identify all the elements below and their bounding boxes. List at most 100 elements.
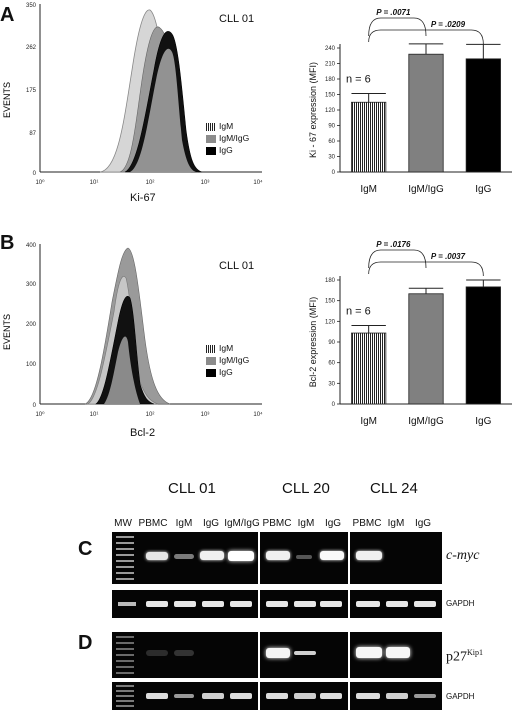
bcl2-y-axis-label: EVENTS [2, 314, 12, 350]
bcl2-x-tick: 10² [146, 412, 155, 418]
bar [465, 58, 501, 173]
band [414, 694, 436, 698]
band [266, 551, 290, 560]
bcl2-x-tick: 10⁰ [35, 411, 45, 418]
legend-item-igm-igg: IgM/IgG [206, 132, 249, 144]
lane-label-igm: IgM [297, 518, 315, 529]
band [146, 693, 168, 699]
y-tick-label: 60 [328, 361, 335, 367]
lane-label-pbmc: PBMC [138, 518, 168, 529]
bcl2-bar-chart: 0 30 60 90 120 150 180 Bcl-2 expression (MFI) Ig… [308, 240, 512, 427]
panel-d-letter: D [78, 632, 93, 654]
band [174, 554, 194, 559]
y-tick-label: 60 [328, 139, 335, 145]
bar [351, 332, 387, 405]
legend-item-igm: IgM [206, 342, 249, 354]
bcl2-y-tick: 0 [33, 403, 37, 409]
ki67-y-tick: 262 [26, 45, 37, 51]
significance-bracket [368, 261, 484, 277]
gel-p27-cll24 [350, 632, 442, 678]
ki67-y-tick: 87 [29, 131, 36, 137]
y-axis-label: Ki - 67 expression (MFI) [308, 62, 318, 158]
y-tick-label: 120 [325, 319, 336, 325]
gel-p27-cll01 [112, 632, 258, 678]
bcl2-sample-label: CLL 01 [219, 260, 255, 272]
legend-swatch-gray [206, 356, 216, 365]
legend-item-igm: IgM [206, 120, 249, 132]
legend-swatch-striped [206, 122, 216, 131]
p27-gene-base: p27 [446, 649, 467, 665]
panel-c-letter: C [78, 538, 93, 560]
legend-item-igg: IgG [206, 366, 249, 378]
lane-label-igm-igg: IgM/IgG [224, 518, 260, 529]
ki67-y-ticks: 350 262 175 87 0 [26, 3, 37, 177]
n-annotation: n = 6 [346, 74, 371, 86]
gel-cmyc-cll20 [260, 532, 348, 584]
ki67-y-tick: 175 [26, 88, 37, 94]
band [200, 551, 224, 560]
bar [408, 293, 444, 405]
gapdh-label-c: GAPDH [446, 599, 475, 608]
p27-gene-label: p27Kip1 [446, 648, 483, 666]
band [356, 693, 380, 699]
y-tick-label: 180 [325, 278, 336, 284]
y-tick-label: 150 [325, 299, 336, 305]
significance-bracket [368, 17, 427, 37]
band [266, 648, 290, 658]
y-tick-label: 0 [332, 170, 336, 176]
gel-gapdh-d-cll24 [350, 682, 442, 710]
p27-gene-sup: Kip1 [467, 648, 483, 657]
band [174, 694, 194, 698]
band [174, 650, 194, 656]
band [174, 601, 196, 607]
lane-label-igm: IgM [387, 518, 405, 529]
bcl2-x-ticks: 10⁰ 10¹ 10² 10³ 10⁴ [35, 411, 263, 418]
mw-ladder [116, 536, 134, 580]
bar [351, 101, 387, 173]
p-value-label: P = .0037 [431, 252, 466, 261]
p-value-label: P = .0176 [376, 240, 411, 249]
y-tick-label: 0 [332, 402, 336, 408]
gel-group-cll20: CLL 20 [282, 480, 330, 497]
ki67-y-axis-label: EVENTS [2, 82, 12, 118]
significance-bracket [368, 29, 484, 45]
legend-item-igg: IgG [206, 144, 249, 156]
lane-label-igg: IgG [324, 518, 342, 529]
band [414, 601, 436, 607]
ki67-histogram: 350 262 175 87 0 EVENTS 10⁰ 10¹ 10² 10³ … [2, 3, 263, 186]
gel-cmyc-cll01 [112, 532, 258, 584]
gapdh-label-d: GAPDH [446, 692, 475, 701]
bcl2-x-tick: 10⁴ [253, 411, 263, 418]
ki67-x-ticks: 10⁰ 10¹ 10² 10³ 10⁴ [35, 179, 263, 186]
ki67-bar-chart: 0 30 60 90 120 150 180 210 240 Ki - 67 expression… [308, 8, 512, 195]
bcl2-y-ticks: 400 300 200 100 0 [26, 243, 37, 409]
band [386, 601, 408, 607]
bcl2-histogram: 400 300 200 100 0 EVENTS 10⁰ 10¹ 10² 10³… [2, 243, 263, 418]
gel-group-cll01: CLL 01 [168, 480, 216, 497]
panel-b-letter: B [0, 232, 15, 254]
band [266, 693, 288, 699]
legend-swatch-striped [206, 344, 216, 353]
lane-label-mw: MW [114, 518, 132, 529]
band [228, 551, 254, 561]
bcl2-y-tick: 200 [26, 322, 37, 328]
band [266, 601, 288, 607]
lane-label-pbmc: PBMC [352, 518, 382, 529]
y-tick-label: 120 [325, 108, 336, 114]
ki67-x-tick: 10³ [201, 180, 210, 186]
ki67-x-tick: 10² [146, 180, 155, 186]
y-tick-label: 90 [328, 340, 335, 346]
band [118, 602, 136, 606]
mw-ladder [116, 636, 134, 674]
p-value-label: P = .0209 [431, 20, 466, 29]
band [294, 601, 316, 607]
n-annotation: n = 6 [346, 306, 371, 318]
bcl2-legend: IgM IgM/IgG IgG [206, 342, 249, 378]
band [294, 651, 316, 655]
legend-swatch-gray [206, 134, 216, 143]
y-tick-label: 180 [325, 77, 336, 83]
band [294, 693, 316, 699]
bcl2-y-tick: 100 [26, 362, 37, 368]
ki67-legend: IgM IgM/IgG IgG [206, 120, 249, 156]
band [356, 601, 380, 607]
